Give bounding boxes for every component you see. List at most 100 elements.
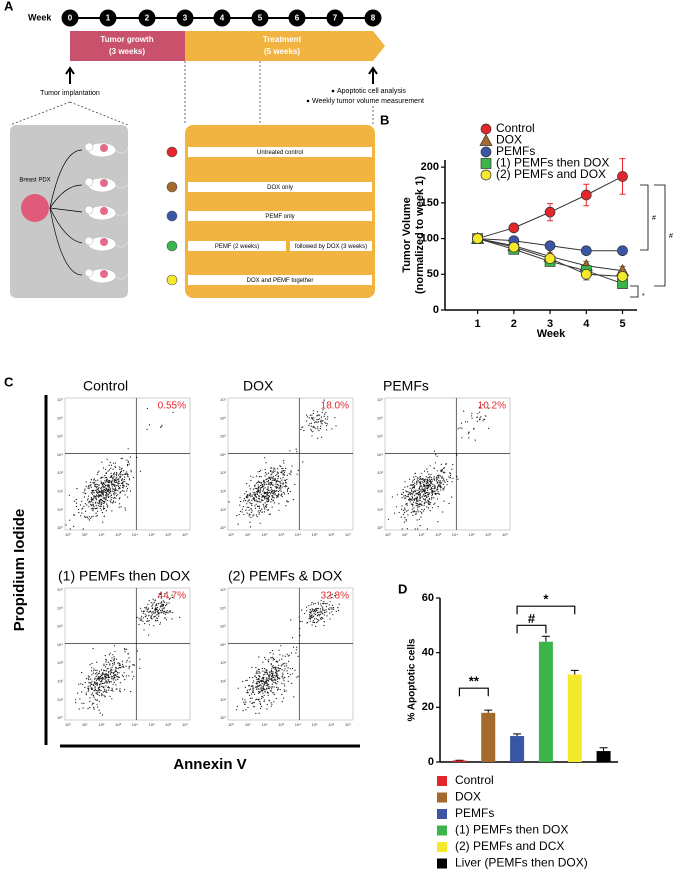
- event-dot: [278, 493, 280, 495]
- legend-label: PEMFs: [496, 144, 535, 158]
- event-dot: [268, 476, 270, 478]
- event-dot: [112, 488, 114, 490]
- event-dot: [84, 492, 86, 494]
- event-dot: [102, 676, 104, 678]
- event-dot: [122, 484, 124, 486]
- event-dot: [321, 420, 323, 422]
- event-dot: [123, 666, 125, 669]
- event-dot: [164, 613, 166, 615]
- event-dot: [95, 485, 97, 488]
- event-dot: [101, 674, 103, 676]
- event-dot: [326, 425, 328, 427]
- event-dot: [107, 488, 109, 490]
- event-dot: [424, 486, 426, 488]
- event-dot: [119, 688, 121, 690]
- event-dot: [323, 614, 325, 616]
- event-dot: [101, 483, 104, 486]
- event-dot: [316, 411, 319, 413]
- event-dot: [267, 660, 269, 662]
- event-dot: [275, 675, 277, 678]
- event-dot: [410, 511, 412, 514]
- event-dot: [285, 486, 287, 488]
- event-dot: [447, 480, 449, 483]
- event-dot: [257, 688, 259, 690]
- event-dot: [243, 498, 245, 500]
- event-dot: [317, 418, 319, 421]
- event-dot: [90, 683, 92, 686]
- event-dot: [89, 707, 91, 709]
- event-dot: [153, 616, 155, 618]
- y-tick-label: 10⁴: [220, 452, 226, 457]
- event-dot: [311, 616, 313, 618]
- event-dot: [416, 504, 418, 506]
- event-dot: [479, 417, 481, 419]
- event-dot: [391, 496, 393, 498]
- event-dot: [257, 487, 260, 489]
- annotation: #: [652, 215, 656, 222]
- event-dot: [262, 692, 264, 694]
- event-dot: [266, 703, 268, 706]
- event-dot: [295, 649, 297, 651]
- event-dot: [156, 609, 158, 611]
- event-dot: [105, 499, 107, 501]
- event-dot: [421, 504, 423, 506]
- event-dot: [267, 478, 269, 480]
- event-dot: [91, 702, 94, 704]
- event-dot: [448, 476, 450, 478]
- event-dot: [159, 622, 162, 624]
- event-dot: [96, 672, 98, 674]
- event-dot: [85, 678, 88, 680]
- event-dot: [111, 486, 113, 488]
- event-dot: [271, 506, 273, 508]
- event-dot: [313, 419, 315, 421]
- event-dot: [262, 489, 265, 491]
- event-dot: [282, 470, 284, 472]
- event-dot: [148, 620, 150, 622]
- event-dot: [259, 470, 261, 473]
- event-dot: [441, 476, 443, 478]
- x-tick-label: 10⁰: [65, 722, 71, 727]
- event-dot: [321, 611, 323, 613]
- event-dot: [423, 484, 425, 486]
- y-tick-label: 10⁰: [377, 525, 383, 530]
- event-dot: [312, 603, 315, 605]
- event-dot: [156, 604, 158, 606]
- event-dot: [128, 479, 130, 481]
- event-dot: [247, 499, 249, 501]
- y-tick-label: 10⁶: [57, 605, 63, 610]
- event-dot: [309, 414, 311, 416]
- event-dot: [93, 695, 95, 697]
- event-dot: [105, 685, 107, 687]
- event-dot: [106, 673, 108, 675]
- event-dot: [91, 670, 93, 672]
- event-dot: [279, 486, 281, 488]
- event-dot: [87, 708, 89, 710]
- event-dot: [263, 684, 265, 686]
- event-dot: [423, 501, 425, 503]
- event-dot: [441, 468, 443, 471]
- event-dot: [108, 672, 110, 674]
- event-dot: [423, 510, 425, 512]
- event-dot: [258, 677, 260, 680]
- event-dot: [258, 656, 260, 658]
- event-dot: [270, 686, 272, 688]
- event-dot: [152, 604, 154, 606]
- event-dot: [97, 510, 99, 512]
- event-dot: [412, 493, 414, 495]
- event-dot: [322, 419, 324, 422]
- event-dot: [249, 495, 252, 497]
- event-dot: [111, 474, 113, 477]
- event-dot: [102, 487, 104, 489]
- event-dot: [280, 482, 282, 484]
- event-dot: [310, 428, 312, 430]
- arrow: [65, 66, 75, 84]
- event-dot: [117, 662, 119, 664]
- event-dot: [413, 484, 415, 486]
- event-dot: [267, 677, 269, 679]
- event-dot: [270, 690, 272, 692]
- event-dot: [404, 481, 406, 483]
- event-dot: [425, 496, 428, 498]
- event-dot: [436, 488, 438, 491]
- event-dot: [283, 670, 285, 672]
- event-dot: [262, 688, 265, 690]
